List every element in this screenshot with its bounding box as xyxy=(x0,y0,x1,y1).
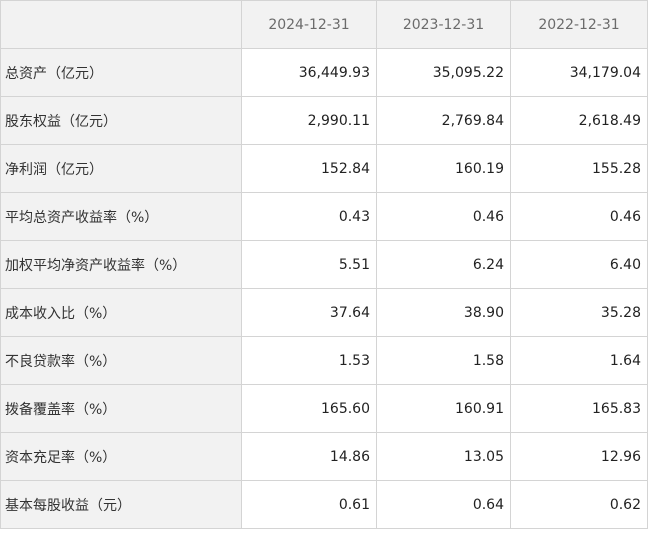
table-cell: 1.58 xyxy=(376,336,511,385)
table-row: 不良贷款率（%） 1.53 1.58 1.64 xyxy=(0,336,648,385)
table-header-row: 2024-12-31 2023-12-31 2022-12-31 xyxy=(0,0,648,49)
table-cell: 37.64 xyxy=(241,288,377,337)
table-cell: 165.60 xyxy=(241,384,377,433)
table-cell: 0.61 xyxy=(241,480,377,529)
table-row: 基本每股收益（元） 0.61 0.64 0.62 xyxy=(0,480,648,529)
table-cell: 160.91 xyxy=(376,384,511,433)
row-label: 股东权益（亿元） xyxy=(0,96,242,145)
row-label: 总资产（亿元） xyxy=(0,48,242,97)
table-cell: 152.84 xyxy=(241,144,377,193)
table-cell: 1.64 xyxy=(510,336,648,385)
table-cell: 38.90 xyxy=(376,288,511,337)
table-cell: 5.51 xyxy=(241,240,377,289)
table-cell: 160.19 xyxy=(376,144,511,193)
table-row: 净利润（亿元） 152.84 160.19 155.28 xyxy=(0,144,648,193)
table-cell: 0.46 xyxy=(510,192,648,241)
table-cell: 35,095.22 xyxy=(376,48,511,97)
table-cell: 0.62 xyxy=(510,480,648,529)
row-label: 净利润（亿元） xyxy=(0,144,242,193)
table-cell: 2,618.49 xyxy=(510,96,648,145)
table-cell: 0.46 xyxy=(376,192,511,241)
table-row: 加权平均净资产收益率（%） 5.51 6.24 6.40 xyxy=(0,240,648,289)
table-row: 平均总资产收益率（%） 0.43 0.46 0.46 xyxy=(0,192,648,241)
table-cell: 36,449.93 xyxy=(241,48,377,97)
table-cell: 165.83 xyxy=(510,384,648,433)
table-cell: 2,990.11 xyxy=(241,96,377,145)
table-row: 资本充足率（%） 14.86 13.05 12.96 xyxy=(0,432,648,481)
table-cell: 0.43 xyxy=(241,192,377,241)
row-label: 成本收入比（%） xyxy=(0,288,242,337)
table-cell: 2,769.84 xyxy=(376,96,511,145)
table-row: 拨备覆盖率（%） 165.60 160.91 165.83 xyxy=(0,384,648,433)
column-header-2024: 2024-12-31 xyxy=(241,0,377,49)
row-label: 拨备覆盖率（%） xyxy=(0,384,242,433)
table-cell: 6.40 xyxy=(510,240,648,289)
column-header-2022: 2022-12-31 xyxy=(510,0,648,49)
table-row: 股东权益（亿元） 2,990.11 2,769.84 2,618.49 xyxy=(0,96,648,145)
row-label: 平均总资产收益率（%） xyxy=(0,192,242,241)
table-cell: 14.86 xyxy=(241,432,377,481)
table-row: 总资产（亿元） 36,449.93 35,095.22 34,179.04 xyxy=(0,48,648,97)
table-cell: 0.64 xyxy=(376,480,511,529)
table-cell: 6.24 xyxy=(376,240,511,289)
row-label: 加权平均净资产收益率（%） xyxy=(0,240,242,289)
row-label: 资本充足率（%） xyxy=(0,432,242,481)
table-row: 成本收入比（%） 37.64 38.90 35.28 xyxy=(0,288,648,337)
row-label: 基本每股收益（元） xyxy=(0,480,242,529)
table-cell: 35.28 xyxy=(510,288,648,337)
row-label: 不良贷款率（%） xyxy=(0,336,242,385)
table-cell: 13.05 xyxy=(376,432,511,481)
table-cell: 1.53 xyxy=(241,336,377,385)
header-corner-cell xyxy=(0,0,242,49)
column-header-2023: 2023-12-31 xyxy=(376,0,511,49)
table-cell: 155.28 xyxy=(510,144,648,193)
table-cell: 34,179.04 xyxy=(510,48,648,97)
table-cell: 12.96 xyxy=(510,432,648,481)
